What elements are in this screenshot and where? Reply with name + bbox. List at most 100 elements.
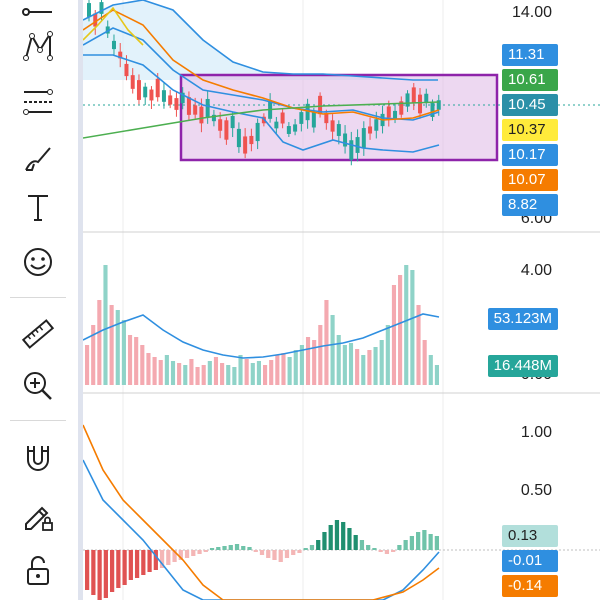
- volume-bar: [213, 357, 219, 385]
- candle-body: [424, 93, 429, 103]
- volume-bar: [385, 325, 390, 385]
- candle-body: [330, 120, 335, 132]
- candle-body: [218, 119, 223, 131]
- macd-histogram-bar: [128, 550, 133, 580]
- volume-bar: [183, 365, 188, 385]
- volume-bar: [97, 300, 102, 385]
- trend-line-tool[interactable]: [14, 0, 62, 32]
- fib-retracement-tool[interactable]: [14, 80, 62, 124]
- text-tool[interactable]: [14, 186, 62, 230]
- volume-bar: [398, 275, 403, 385]
- candle-body: [224, 120, 229, 140]
- volume-bar: [269, 360, 274, 385]
- macd-histogram-bar: [266, 550, 271, 558]
- volume-bar: [134, 337, 139, 385]
- price-axis-tick-14: 14.00: [511, 4, 552, 21]
- candle-body: [155, 78, 160, 98]
- candle-body: [193, 105, 198, 115]
- macd-histogram-bar: [272, 550, 277, 560]
- candle-body: [386, 106, 391, 118]
- volume-bar: [391, 285, 397, 385]
- candle-body: [249, 135, 254, 145]
- candle-body: [143, 86, 148, 98]
- macd-badge-histogram: 0.13: [502, 525, 558, 547]
- macd-histogram-bar: [222, 546, 227, 550]
- emoji-tool[interactable]: [14, 240, 62, 284]
- volume-bar: [410, 270, 415, 385]
- price-badge-orange-ma: 10.07: [502, 169, 558, 191]
- candle-body: [124, 63, 129, 77]
- candle-body: [361, 128, 366, 148]
- candle-body: [368, 126, 373, 134]
- volume-bar: [355, 349, 360, 385]
- candle-body: [168, 95, 173, 105]
- macd-badge-macd: -0.01: [502, 550, 558, 572]
- volume-bar: [140, 345, 145, 385]
- macd-badge-signal: -0.14: [502, 575, 558, 597]
- macd-histogram-bar: [184, 550, 190, 558]
- candle-body: [324, 112, 329, 124]
- macd-histogram-bar: [85, 550, 90, 590]
- volume-bar: [324, 300, 329, 385]
- macd-histogram-bar: [378, 550, 383, 552]
- macd-histogram-bar: [403, 540, 408, 550]
- macd-histogram-bar: [134, 550, 140, 578]
- zoom-in-tool[interactable]: [14, 364, 62, 408]
- macd-histogram-bar: [97, 550, 102, 600]
- volume-bar: [312, 340, 317, 385]
- macd-histogram-bar: [322, 532, 327, 550]
- macd-histogram-bar: [328, 525, 333, 550]
- macd-histogram-bar: [234, 544, 240, 550]
- volume-bar: [207, 361, 212, 385]
- candle-body: [311, 112, 316, 128]
- macd-histogram-bar: [209, 548, 215, 550]
- ruler-tool-icon: [21, 319, 55, 349]
- candle-body: [211, 114, 216, 122]
- candle-body: [355, 137, 360, 153]
- lock-drawings-tool[interactable]: [14, 494, 62, 538]
- candle-body: [349, 140, 354, 160]
- ema-orange-line: [83, 9, 440, 121]
- toolbar-scroll-rail[interactable]: [78, 0, 83, 600]
- fib-retracement-tool-icon: [23, 89, 53, 115]
- candle-body: [199, 106, 204, 124]
- unlock-tool[interactable]: [14, 548, 62, 592]
- volume-bar: [170, 361, 176, 385]
- macd-histogram-bar: [153, 550, 158, 570]
- candle-body: [393, 110, 398, 120]
- ruler-tool[interactable]: [14, 312, 62, 356]
- price-badge-yellow-ma: 10.37: [502, 119, 558, 141]
- candle-body: [111, 40, 116, 50]
- candle-body: [293, 124, 298, 132]
- volume-bar: [318, 325, 323, 385]
- candle-body: [399, 101, 404, 115]
- candle-body: [149, 89, 154, 101]
- macd-histogram-bar: [366, 545, 371, 550]
- pattern-tool[interactable]: [14, 24, 62, 68]
- drawing-toolbar: [0, 0, 78, 600]
- candle-body: [280, 112, 285, 124]
- lock-drawings-tool-icon: [25, 506, 53, 531]
- volume-bar: [361, 355, 366, 385]
- candle-body: [430, 103, 435, 117]
- macd-histogram-bar: [309, 545, 315, 550]
- macd-histogram-bar: [203, 550, 208, 552]
- chart-area[interactable]: 14.00 6.00 4.00 0.00 1.00 0.50 11.31 10.…: [83, 0, 600, 600]
- candle-body: [87, 3, 91, 17]
- macd-histogram-bar: [359, 540, 365, 550]
- candles-group: [87, 0, 441, 166]
- volume-bar: [256, 361, 261, 385]
- macd-histogram-bar: [259, 550, 265, 555]
- price-badge-bollinger-middle: 10.17: [502, 144, 558, 166]
- volume-bar: [201, 365, 206, 385]
- volume-badge-last: 16.448M: [487, 355, 558, 377]
- candle-body: [405, 93, 410, 107]
- price-badge-bollinger-lower: 8.82: [502, 194, 558, 216]
- magnet-tool-icon: [27, 446, 49, 471]
- macd-histogram-bar: [278, 550, 283, 562]
- magnet-tool[interactable]: [14, 436, 62, 480]
- chart-canvas[interactable]: [83, 0, 600, 600]
- candle-body: [411, 87, 416, 103]
- volume-bar: [189, 359, 194, 385]
- brush-tool[interactable]: [14, 136, 62, 180]
